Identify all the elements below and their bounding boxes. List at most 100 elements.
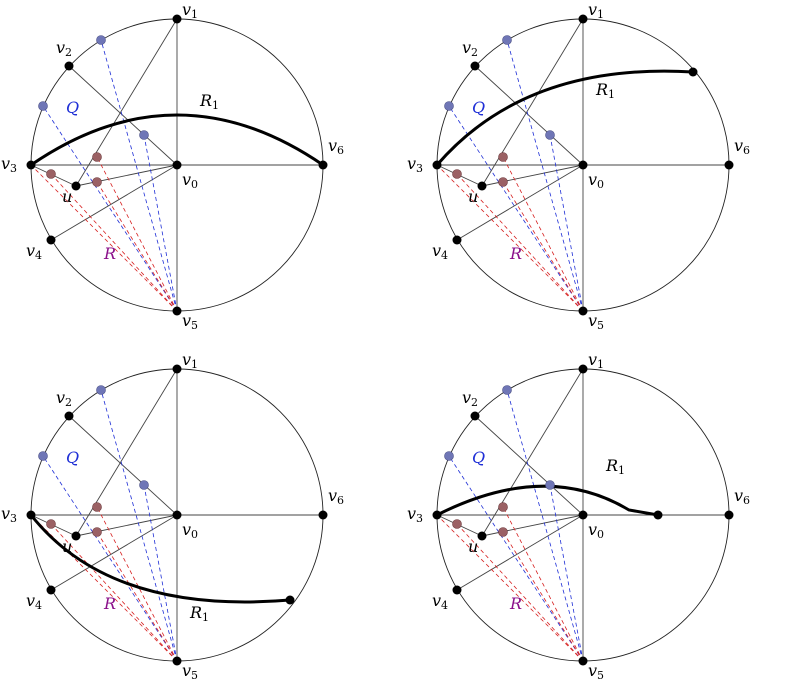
- label-r1-subscript: 1: [608, 88, 616, 101]
- label-r1-subscript: 1: [212, 99, 220, 112]
- label-v5-text: v: [588, 311, 598, 330]
- label-v5-text: v: [588, 661, 598, 680]
- label-v1: v1: [588, 350, 604, 371]
- label-v6-subscript: 6: [337, 144, 345, 157]
- label-r1-subscript: 1: [202, 611, 210, 624]
- label-r1-subscript: 1: [618, 464, 626, 477]
- vertex-u: [71, 531, 81, 541]
- label-v3: v3: [1, 154, 18, 175]
- label-v0-subscript: 0: [191, 178, 199, 191]
- q-point-2: [444, 451, 454, 461]
- dashed-blue-line-1: [506, 39, 584, 312]
- edge-u-v1: [75, 368, 178, 537]
- vertex-v2: [470, 411, 480, 421]
- label-v1-text: v: [588, 350, 598, 369]
- vertex-v5: [578, 656, 588, 666]
- dashed-red-line-2: [502, 181, 584, 312]
- label-v6-text: v: [734, 486, 744, 505]
- path-r1: [29, 113, 325, 167]
- q-point-2: [38, 451, 48, 461]
- label-v5-text: v: [182, 661, 192, 680]
- vertex-v2: [64, 411, 74, 421]
- label-u: u: [62, 539, 72, 555]
- label-v0-text: v: [182, 170, 192, 189]
- label-v1: v1: [588, 2, 604, 21]
- label-v6-subscript: 6: [337, 494, 345, 507]
- dashed-blue-line-3: [549, 134, 584, 312]
- vertex-v4: [452, 585, 462, 595]
- dashed-blue-line-2: [448, 455, 584, 662]
- r-point-1: [498, 152, 508, 162]
- label-r-text: R: [104, 594, 117, 613]
- vertex-v5: [578, 306, 588, 316]
- vertex-v1: [172, 364, 182, 374]
- label-v5-subscript: 5: [191, 319, 199, 332]
- label-v4-subscript: 4: [441, 249, 449, 262]
- dashed-red-line-3: [50, 523, 178, 662]
- label-v4-text: v: [26, 241, 36, 260]
- r-point-1: [498, 502, 508, 512]
- label-v0-subscript: 0: [191, 528, 199, 541]
- label-v4-text: v: [432, 241, 442, 260]
- label-v6-text: v: [734, 136, 744, 155]
- label-v3-text: v: [1, 154, 11, 173]
- diagram-svg: [432, 364, 734, 666]
- label-v2-text: v: [56, 38, 66, 57]
- dashed-red-line-1: [502, 506, 584, 662]
- r-point-2: [92, 527, 102, 537]
- vertex-v3: [432, 160, 442, 170]
- edge-v0-v2: [474, 415, 584, 516]
- edge-v0-v4: [50, 514, 178, 591]
- edge-u-v1: [481, 18, 584, 187]
- vertex-v4: [46, 585, 56, 595]
- dashed-blue-line-1: [100, 39, 178, 312]
- r-point-3: [452, 169, 462, 179]
- label-r1-text: R: [596, 80, 609, 99]
- dashed-red-line-1: [96, 156, 178, 312]
- label-v6-text: v: [328, 486, 338, 505]
- q-point-1: [502, 35, 512, 45]
- vertex-v3: [26, 510, 36, 520]
- edge-u-v0: [75, 514, 178, 537]
- label-u: u: [62, 189, 72, 205]
- label-v3: v3: [407, 156, 423, 175]
- label-u-text: u: [468, 537, 479, 556]
- label-v1: v1: [182, 352, 198, 371]
- label-u: u: [468, 189, 478, 205]
- label-v3-subscript: 3: [10, 162, 18, 175]
- label-v0: v0: [588, 172, 604, 191]
- label-u-text: u: [468, 187, 479, 206]
- label-r1-text: R: [606, 456, 619, 475]
- label-v2-subscript: 2: [65, 396, 73, 409]
- label-q-text: Q: [472, 448, 486, 467]
- edge-v0-v2: [68, 65, 178, 166]
- label-r-text: R: [510, 594, 523, 613]
- label-r1: R1: [596, 80, 616, 101]
- dashed-blue-line-3: [549, 484, 584, 662]
- label-v0-text: v: [182, 520, 192, 539]
- q-point-1: [502, 385, 512, 395]
- label-q-text: Q: [472, 98, 486, 117]
- vertex-v1: [578, 364, 588, 374]
- label-v2-text: v: [462, 388, 472, 407]
- r-point-3: [452, 519, 462, 529]
- label-v2-subscript: 2: [471, 46, 479, 59]
- vertex-v6: [724, 160, 734, 170]
- label-v6-subscript: 6: [743, 144, 751, 157]
- edge-u-v0: [481, 514, 584, 537]
- label-v2: v2: [462, 388, 478, 409]
- r-point-3: [46, 519, 56, 529]
- label-u: u: [468, 539, 478, 555]
- r-point-2: [498, 527, 508, 537]
- dashed-blue-line-3: [143, 484, 178, 662]
- label-v3-text: v: [407, 504, 417, 523]
- label-v5-subscript: 5: [597, 319, 605, 332]
- vertex-v6: [318, 160, 328, 170]
- r-point-2: [498, 177, 508, 187]
- label-v6: v6: [734, 136, 751, 157]
- vertex-v4: [452, 235, 462, 245]
- edge-u-v1: [481, 368, 584, 537]
- label-u-text: u: [62, 537, 73, 556]
- q-point-3: [139, 480, 149, 490]
- label-v3-subscript: 3: [416, 512, 424, 525]
